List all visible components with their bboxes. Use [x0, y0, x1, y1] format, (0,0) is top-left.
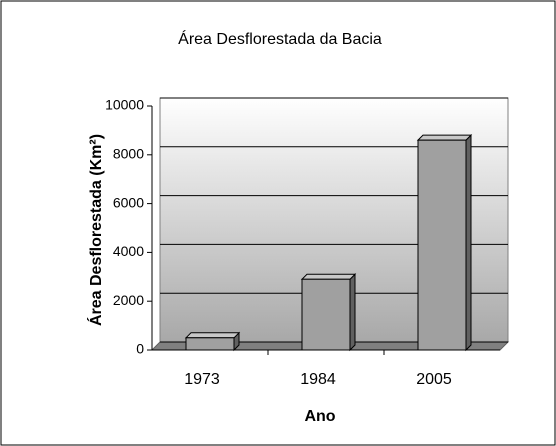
y-tick-label: 8000 — [113, 146, 144, 162]
bar-side — [465, 133, 472, 352]
y-tick-label: 6000 — [113, 194, 144, 210]
bar-top — [416, 134, 473, 141]
bar — [417, 139, 467, 351]
y-tick-label: 2000 — [113, 292, 144, 308]
x-tick-label: 2005 — [416, 371, 452, 388]
bar-side — [349, 273, 356, 352]
y-axis-label: Área Desflorestada (Km²) — [86, 134, 105, 326]
y-tick-label: 10000 — [105, 97, 144, 113]
x-tick-label: 1984 — [300, 371, 336, 388]
bar — [301, 278, 351, 351]
y-tick-label: 0 — [136, 341, 144, 357]
bar — [185, 337, 235, 351]
x-tick-label: 1973 — [184, 371, 220, 388]
y-tick-label: 4000 — [113, 243, 144, 259]
chart-title: Área Desflorestada da Bacia — [178, 29, 382, 48]
x-axis-label: Ano — [304, 408, 335, 425]
bar-top — [300, 273, 357, 280]
bar-top — [184, 332, 241, 339]
